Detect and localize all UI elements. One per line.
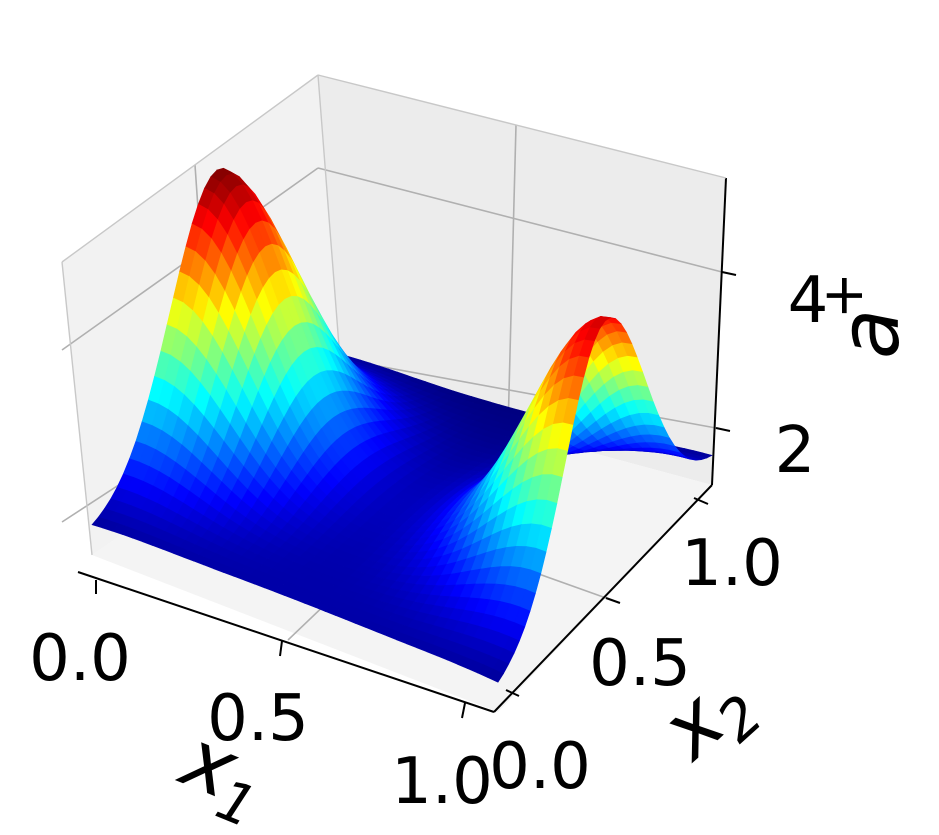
z-tick-4: 4: [788, 264, 829, 338]
z-label-sup: +: [811, 272, 876, 319]
x1-tick-2: 1.0: [391, 745, 493, 819]
z-axis-label: a +: [811, 272, 918, 359]
surface-plot: [91, 167, 713, 683]
z-label-main: a: [823, 309, 918, 359]
axis-edges: [61, 74, 727, 713]
x1-tick-1: 0.5: [207, 682, 309, 756]
x2-tick-1: 0.5: [589, 627, 691, 701]
x2-tick-2: 1.0: [681, 527, 783, 601]
tick-marks: [95, 271, 737, 719]
x2-tick-0: 0.0: [489, 730, 591, 804]
z-tick-2: 2: [775, 414, 816, 488]
x1-tick-0: 0.0: [29, 622, 131, 696]
surface-facet: [487, 668, 504, 683]
